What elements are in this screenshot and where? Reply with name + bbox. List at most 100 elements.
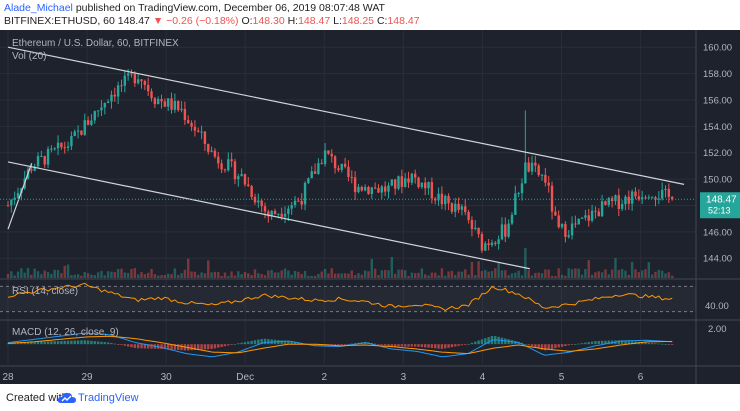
macd-histogram-bar [243, 342, 247, 345]
tradingview-link[interactable]: TradingView [78, 392, 139, 404]
volume-bar [600, 272, 604, 278]
macd-histogram-bar [337, 344, 340, 346]
candle-body [410, 173, 414, 183]
channel-lines[interactable] [0, 46, 696, 270]
volume-bar [393, 273, 397, 278]
macd-histogram-bar [200, 344, 203, 350]
candle-body [66, 146, 70, 148]
candle-body [310, 171, 313, 179]
candle-body [540, 174, 544, 176]
candle-body [130, 73, 133, 75]
macd-histogram-bar [56, 341, 60, 345]
volume-bar [333, 273, 337, 278]
candle-body [564, 223, 567, 237]
volume-bar [417, 272, 420, 278]
volume-bar [6, 274, 10, 278]
macd-histogram-bar [607, 340, 610, 345]
candle-body [116, 85, 120, 97]
macd-histogram-bar [207, 344, 210, 350]
macd-histogram-bar [624, 340, 627, 345]
volume-bar [280, 270, 283, 278]
volume-bar [544, 269, 547, 278]
volume-bar [43, 270, 46, 278]
candle-body [454, 203, 457, 212]
candle-body [363, 187, 367, 191]
volume-bar [220, 275, 223, 278]
candle-body [320, 163, 323, 165]
candle-body [80, 130, 83, 135]
candle-body [103, 102, 106, 108]
macd-pane[interactable] [6, 332, 674, 358]
candle-body [534, 162, 537, 166]
candle-body [203, 131, 207, 144]
volume-bar [550, 275, 554, 278]
candle-body [397, 176, 400, 189]
macd-histogram-bar [520, 342, 524, 345]
candle-body [437, 193, 440, 201]
macd-histogram-bar [106, 342, 110, 345]
macd-histogram-bar [86, 340, 90, 345]
macd-histogram-bar [560, 344, 564, 347]
candle-body [86, 120, 90, 125]
channel-connector-line [7, 163, 33, 230]
volume-bar [133, 268, 137, 278]
candle-body [530, 162, 534, 172]
author-link[interactable]: Alade_Michael [4, 2, 73, 14]
macd-histogram-bar [180, 344, 183, 351]
volume-bar [327, 273, 330, 278]
candle-body [500, 224, 504, 240]
candle-body [327, 150, 330, 154]
volume-bar [190, 271, 193, 278]
volume-bar [360, 274, 363, 278]
volume-bar [620, 268, 624, 278]
candles[interactable] [6, 69, 674, 253]
candle-body [370, 187, 374, 195]
macd-histogram-bar [167, 344, 170, 350]
candle-body [550, 185, 554, 212]
volume-bar [434, 272, 437, 278]
price-badge: 148.47 52:13 [700, 192, 740, 219]
chart-svg[interactable]: 144.00146.00148.00150.00152.00154.00156.… [0, 30, 740, 384]
rsi-line [7, 282, 673, 312]
price-tick-label: 154.00 [703, 122, 732, 133]
volume-bar [330, 268, 333, 278]
macd-histogram-bar [313, 344, 317, 346]
price-tick-label: 152.00 [703, 148, 732, 159]
macd-histogram-bar [93, 341, 96, 345]
macd-histogram-bar [103, 342, 106, 345]
price-tick-label: 158.00 [703, 69, 732, 80]
macd-histogram-bar [373, 343, 377, 345]
volume-bar [560, 274, 564, 278]
volume-bar [474, 275, 477, 278]
volume-bar [564, 275, 567, 278]
candle-body [457, 203, 460, 210]
price-tick-label: 150.00 [703, 175, 732, 186]
volume-bar [464, 269, 467, 278]
volume-bar [437, 275, 440, 278]
rsi-pane[interactable] [0, 282, 696, 313]
macd-histogram-bar [80, 340, 83, 345]
candle-body [507, 223, 510, 237]
high-label: H: [287, 15, 299, 27]
chart-area[interactable]: 144.00146.00148.00150.00152.00154.00156.… [0, 30, 740, 384]
macd-histogram-bar [350, 343, 353, 345]
candle-body [297, 200, 300, 202]
macd-histogram-bar [136, 344, 140, 349]
macd-histogram-bar [640, 342, 644, 345]
volume-bar [350, 270, 353, 278]
macd-histogram-bar [50, 341, 53, 345]
candle-body [217, 156, 220, 164]
volume-bar [664, 273, 667, 278]
volume-bar [70, 274, 73, 278]
candle-body [570, 223, 574, 236]
volume-bar [177, 274, 180, 278]
volume-bar [160, 275, 163, 278]
candle-body [604, 201, 607, 205]
macd-histogram-bar [444, 344, 447, 349]
macd-histogram-bar [163, 344, 167, 350]
candle-body [400, 176, 404, 187]
candle-body [544, 174, 547, 183]
macd-histogram-bar [113, 343, 117, 345]
candle-body [660, 189, 664, 199]
candle-body [650, 197, 654, 199]
